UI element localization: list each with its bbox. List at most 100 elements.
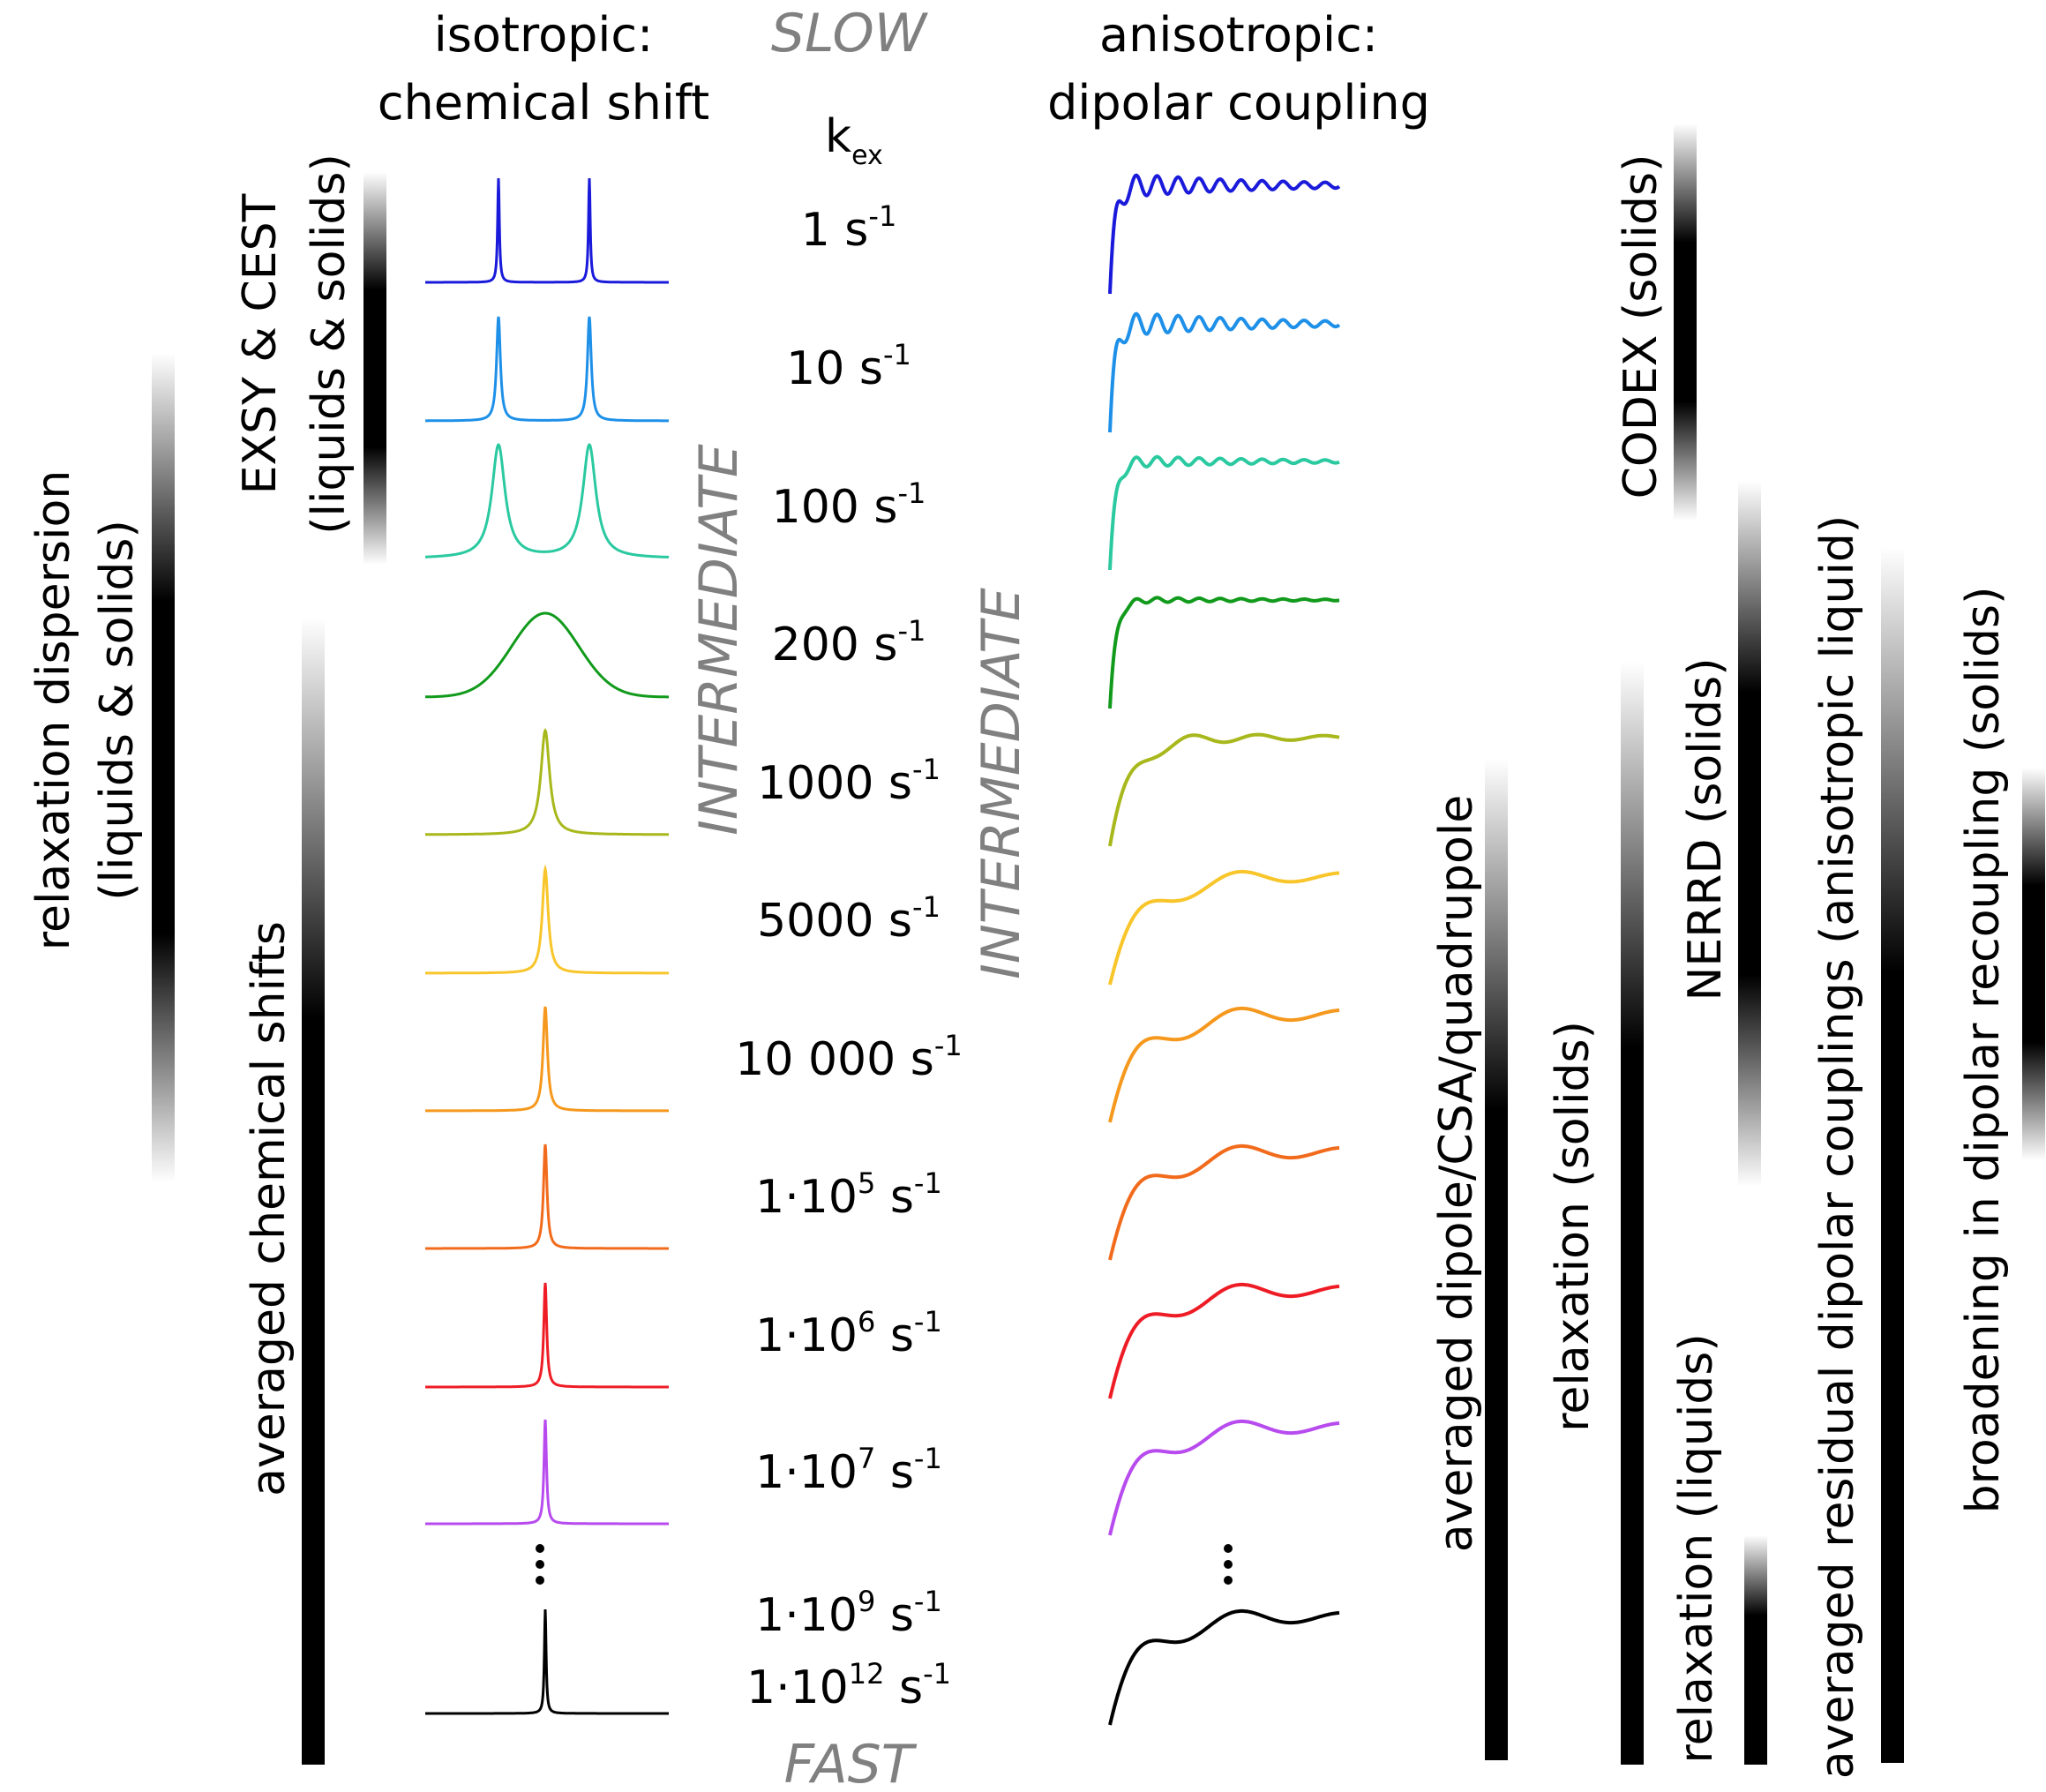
rate-exp: 7 [858, 1442, 875, 1475]
spectrum-curve-9 [425, 1282, 669, 1389]
rate-label-11: 1·109 s-1 [755, 1585, 942, 1642]
dipolar-curve-3 [1108, 454, 1340, 571]
dipolar-curve-4 [1108, 596, 1340, 709]
ellipsis-dot [1224, 1544, 1233, 1553]
kex-base: k [825, 110, 851, 163]
label-averaged-dipole: averaged dipole/CSA/quadrupole [1430, 795, 1483, 1552]
spectrum-curve-3 [425, 443, 670, 559]
spectrum-curve-5 [425, 728, 669, 836]
label-averaged-rdc: averaged residual dipolar couplings (ani… [1811, 515, 1864, 1779]
rate-pre: 1·10 [755, 1589, 858, 1642]
rate-sup: -1 [897, 476, 926, 510]
isotropic-header-line2: chemical shift [378, 75, 709, 131]
spectrum-curve-4 [425, 611, 669, 699]
rate-sup: -1 [883, 338, 911, 371]
bar-averaged-dipole [1485, 759, 1508, 1760]
label-averaged-chemical-shifts: averaged chemical shifts [243, 921, 296, 1496]
rate-label-7: 10 000 s-1 [735, 1029, 962, 1086]
ellipsis-dot [536, 1560, 544, 1569]
rate-label-6: 5000 s-1 [757, 890, 941, 948]
rate-sup: -1 [912, 890, 941, 924]
rate-exp: 6 [858, 1305, 875, 1338]
bar-codex [1674, 124, 1697, 521]
rate-exp: 12 [849, 1657, 885, 1691]
rate-sup: -1 [934, 1029, 963, 1062]
isotropic-header-line1: isotropic: [434, 7, 654, 63]
bar-averaged-chemical-shifts [302, 618, 325, 1765]
bar-relaxation-solids [1621, 662, 1644, 1765]
label-relaxation-dispersion-2: (liquids & solids) [91, 520, 144, 901]
rate-labels: 1 s-1 10 s-1 100 s-1 200 s-1 1000 s-1 50… [735, 199, 962, 1714]
label-exsy-2: (liquids & solids) [303, 154, 356, 535]
ellipsis-dot [536, 1544, 544, 1553]
label-exsy-1: EXSY & CEST [234, 193, 287, 494]
ellipsis-dot [1224, 1560, 1233, 1569]
rate-label-8: 1·105 s-1 [755, 1166, 942, 1224]
rate-sup: -1 [897, 614, 926, 648]
dipolar-curve-7 [1108, 1006, 1340, 1123]
anisotropic-header-line2: dipolar coupling [1047, 75, 1430, 131]
chemical-shift-spectra [425, 177, 670, 1715]
kex-label: kex [825, 110, 883, 171]
intermediate-label-left: INTERMEDIATE [688, 444, 750, 836]
rate-label-4: 200 s-1 [772, 614, 926, 671]
rate-base: 100 s [772, 481, 898, 534]
spectrum-curve-6 [425, 864, 669, 975]
fid-ellipsis [1224, 1544, 1233, 1585]
dipolar-curve-6 [1108, 869, 1340, 986]
rate-post: s [875, 1589, 914, 1642]
rate-post: s [875, 1309, 914, 1362]
rate-pre: 1·10 [755, 1171, 858, 1224]
intermediate-label-right: INTERMEDIATE [971, 588, 1032, 979]
dipolar-curve-10 [1108, 1419, 1340, 1536]
rate-label-3: 100 s-1 [772, 476, 926, 534]
label-relaxation-dispersion-1: relaxation dispersion [27, 470, 80, 951]
rate-pre: 1·10 [746, 1661, 849, 1714]
bar-relaxation-liquids [1744, 1535, 1767, 1765]
rate-sup: -1 [914, 1305, 942, 1338]
bar-relaxation-dispersion [152, 353, 175, 1182]
rate-label-12: 1·1012 s-1 [746, 1657, 951, 1714]
bar-nerrd [1738, 481, 1761, 1187]
slow-label: SLOW [771, 3, 929, 64]
bar-broadening [2022, 768, 2045, 1160]
spectrum-curve-10 [425, 1419, 669, 1526]
bar-exsy-cest [363, 172, 386, 565]
ellipsis-dot [536, 1576, 544, 1585]
label-codex: CODEX (solids) [1615, 154, 1668, 499]
rate-label-9: 1·106 s-1 [755, 1305, 942, 1362]
label-broadening: broadening in dipolar recoupling (solids… [1957, 587, 2010, 1514]
rate-label-5: 1000 s-1 [757, 753, 941, 810]
rate-base: 1 s [801, 204, 869, 257]
rate-base: 200 s [772, 619, 898, 671]
spectrum-curve-8 [425, 1143, 669, 1250]
spectrum-curve-12 [425, 1608, 669, 1715]
rate-sup: -1 [912, 753, 941, 786]
rate-pre: 1·10 [755, 1446, 858, 1499]
fast-label: FAST [784, 1734, 918, 1792]
rate-sup: -1 [923, 1657, 951, 1691]
kex-subscript: ex [851, 140, 883, 171]
rate-label-2: 10 s-1 [786, 338, 911, 395]
rate-base: 10 s [786, 342, 883, 395]
rate-post: s [875, 1171, 914, 1224]
rate-post: s [875, 1446, 914, 1499]
spectrum-curve-7 [425, 1006, 669, 1113]
rate-label-1: 1 s-1 [801, 199, 897, 257]
bar-averaged-rdc [1881, 547, 1904, 1763]
rate-exp: 9 [858, 1585, 875, 1618]
rate-post: s [884, 1661, 923, 1714]
ellipsis-dot [1224, 1576, 1233, 1585]
dipolar-coupling-curves [1108, 173, 1341, 1726]
label-relaxation-liquids: relaxation (liquids) [1670, 1333, 1723, 1763]
rate-sup: -1 [914, 1442, 942, 1475]
rate-sup: -1 [914, 1166, 942, 1200]
label-relaxation-solids: relaxation (solids) [1547, 1021, 1600, 1432]
rate-base: 5000 s [757, 895, 912, 948]
label-nerrd: NERRD (solids) [1679, 657, 1732, 1001]
dipolar-curve-8 [1108, 1143, 1340, 1261]
rate-label-10: 1·107 s-1 [755, 1442, 942, 1499]
dipolar-curve-2 [1108, 311, 1341, 433]
spectrum-curve-1 [425, 177, 669, 284]
